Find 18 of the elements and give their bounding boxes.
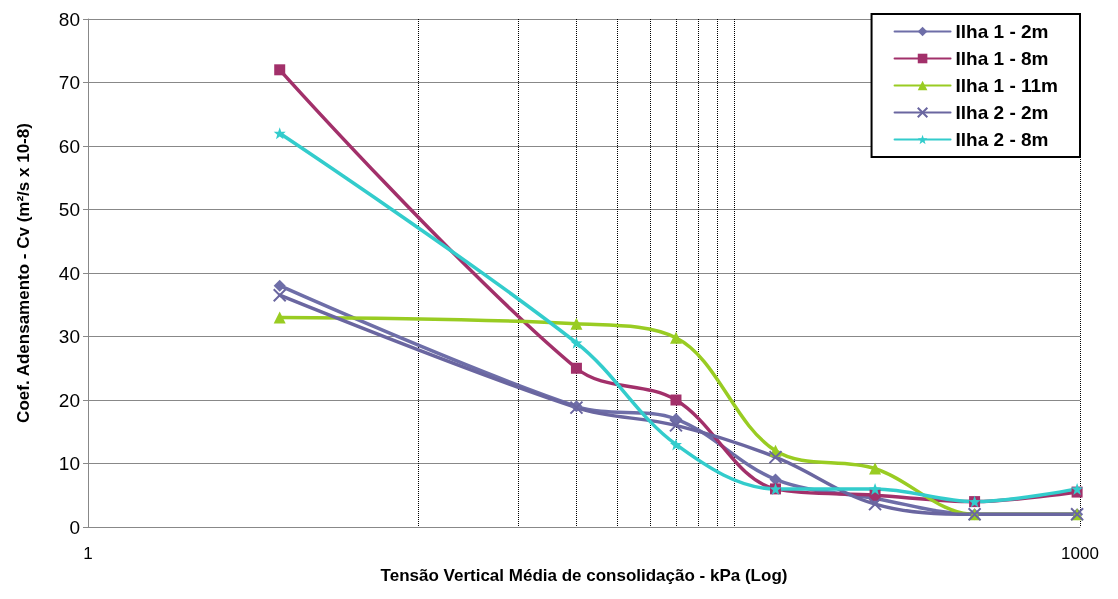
y-tick-label: 80: [58, 8, 80, 30]
x-tick-label: 1000: [1061, 544, 1099, 563]
y-tick-label: 50: [58, 199, 80, 220]
y-axis-title: Coef. Adensamento - Cv (m²/s x 10-8): [14, 123, 33, 423]
legend-label: Ilha 2 - 2m: [955, 102, 1049, 123]
y-tick-label: 20: [58, 389, 80, 411]
y-tick-label: 40: [58, 262, 80, 284]
x-tick-label: 1: [83, 544, 93, 563]
x-axis-title: Tensão Vertical Média de consolidação - kPa (Log): [380, 565, 788, 585]
legend-label: Ilha 1 - 8m: [955, 48, 1049, 69]
legend-label: Ilha 1 - 11m: [955, 75, 1059, 96]
legend-label: Ilha 1 - 2m: [955, 21, 1049, 42]
y-tick-label: 10: [58, 453, 80, 474]
y-tick-label: 60: [58, 135, 80, 157]
legend-label: Ilha 2 - 8m: [955, 129, 1049, 150]
y-tick-label: 70: [58, 72, 80, 93]
y-tick-label: 0: [69, 516, 80, 538]
y-tick-label: 30: [58, 326, 80, 347]
